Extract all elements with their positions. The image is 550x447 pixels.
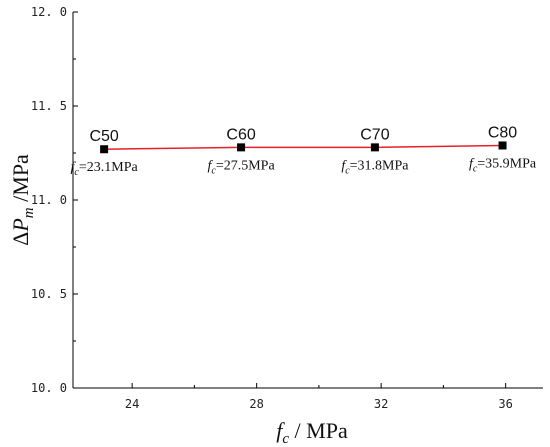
x-tick-label: 28: [249, 397, 263, 411]
point-value-label: fc=23.1MPa: [71, 160, 139, 178]
point-value-label: fc=27.5MPa: [207, 158, 275, 176]
y-axis-ticks: 10. 0 10. 5 11. 0 11. 5 12. 0: [31, 5, 78, 395]
series-line: [104, 144, 503, 150]
x-tick-label: 36: [498, 397, 512, 411]
point-category-label: C50: [89, 128, 118, 145]
point-category-label: C60: [226, 126, 255, 143]
point-labels-group: C50 fc=23.1MPa C60 fc=27.5MPa C70 fc=31.8MPa C…: [71, 124, 537, 178]
x-axis-ticks: 24 28 32 36: [125, 383, 513, 411]
point-category-label: C80: [488, 124, 517, 141]
point-value-label: fc=35.9MPa: [469, 156, 537, 174]
data-point-marker: [498, 141, 507, 150]
x-tick-label: 32: [374, 397, 388, 411]
data-point-marker: [100, 145, 109, 154]
x-axis-title: fc / MPa: [276, 418, 348, 447]
y-tick-label: 10. 0: [31, 381, 67, 395]
point-category-label: C70: [360, 126, 389, 143]
axes-frame: [72, 12, 543, 389]
y-tick-label: 10. 5: [31, 287, 67, 301]
y-tick-label: 12. 0: [31, 5, 67, 19]
data-point-marker: [237, 143, 246, 152]
x-tick-label: 24: [125, 397, 139, 411]
y-tick-label: 11. 0: [31, 193, 67, 207]
y-tick-label: 11. 5: [31, 99, 67, 113]
point-value-label: fc=31.8MPa: [341, 158, 409, 176]
series-group: [100, 141, 507, 154]
y-axis-title: ΔPm /MPa: [8, 154, 37, 246]
data-point-marker: [370, 143, 379, 152]
